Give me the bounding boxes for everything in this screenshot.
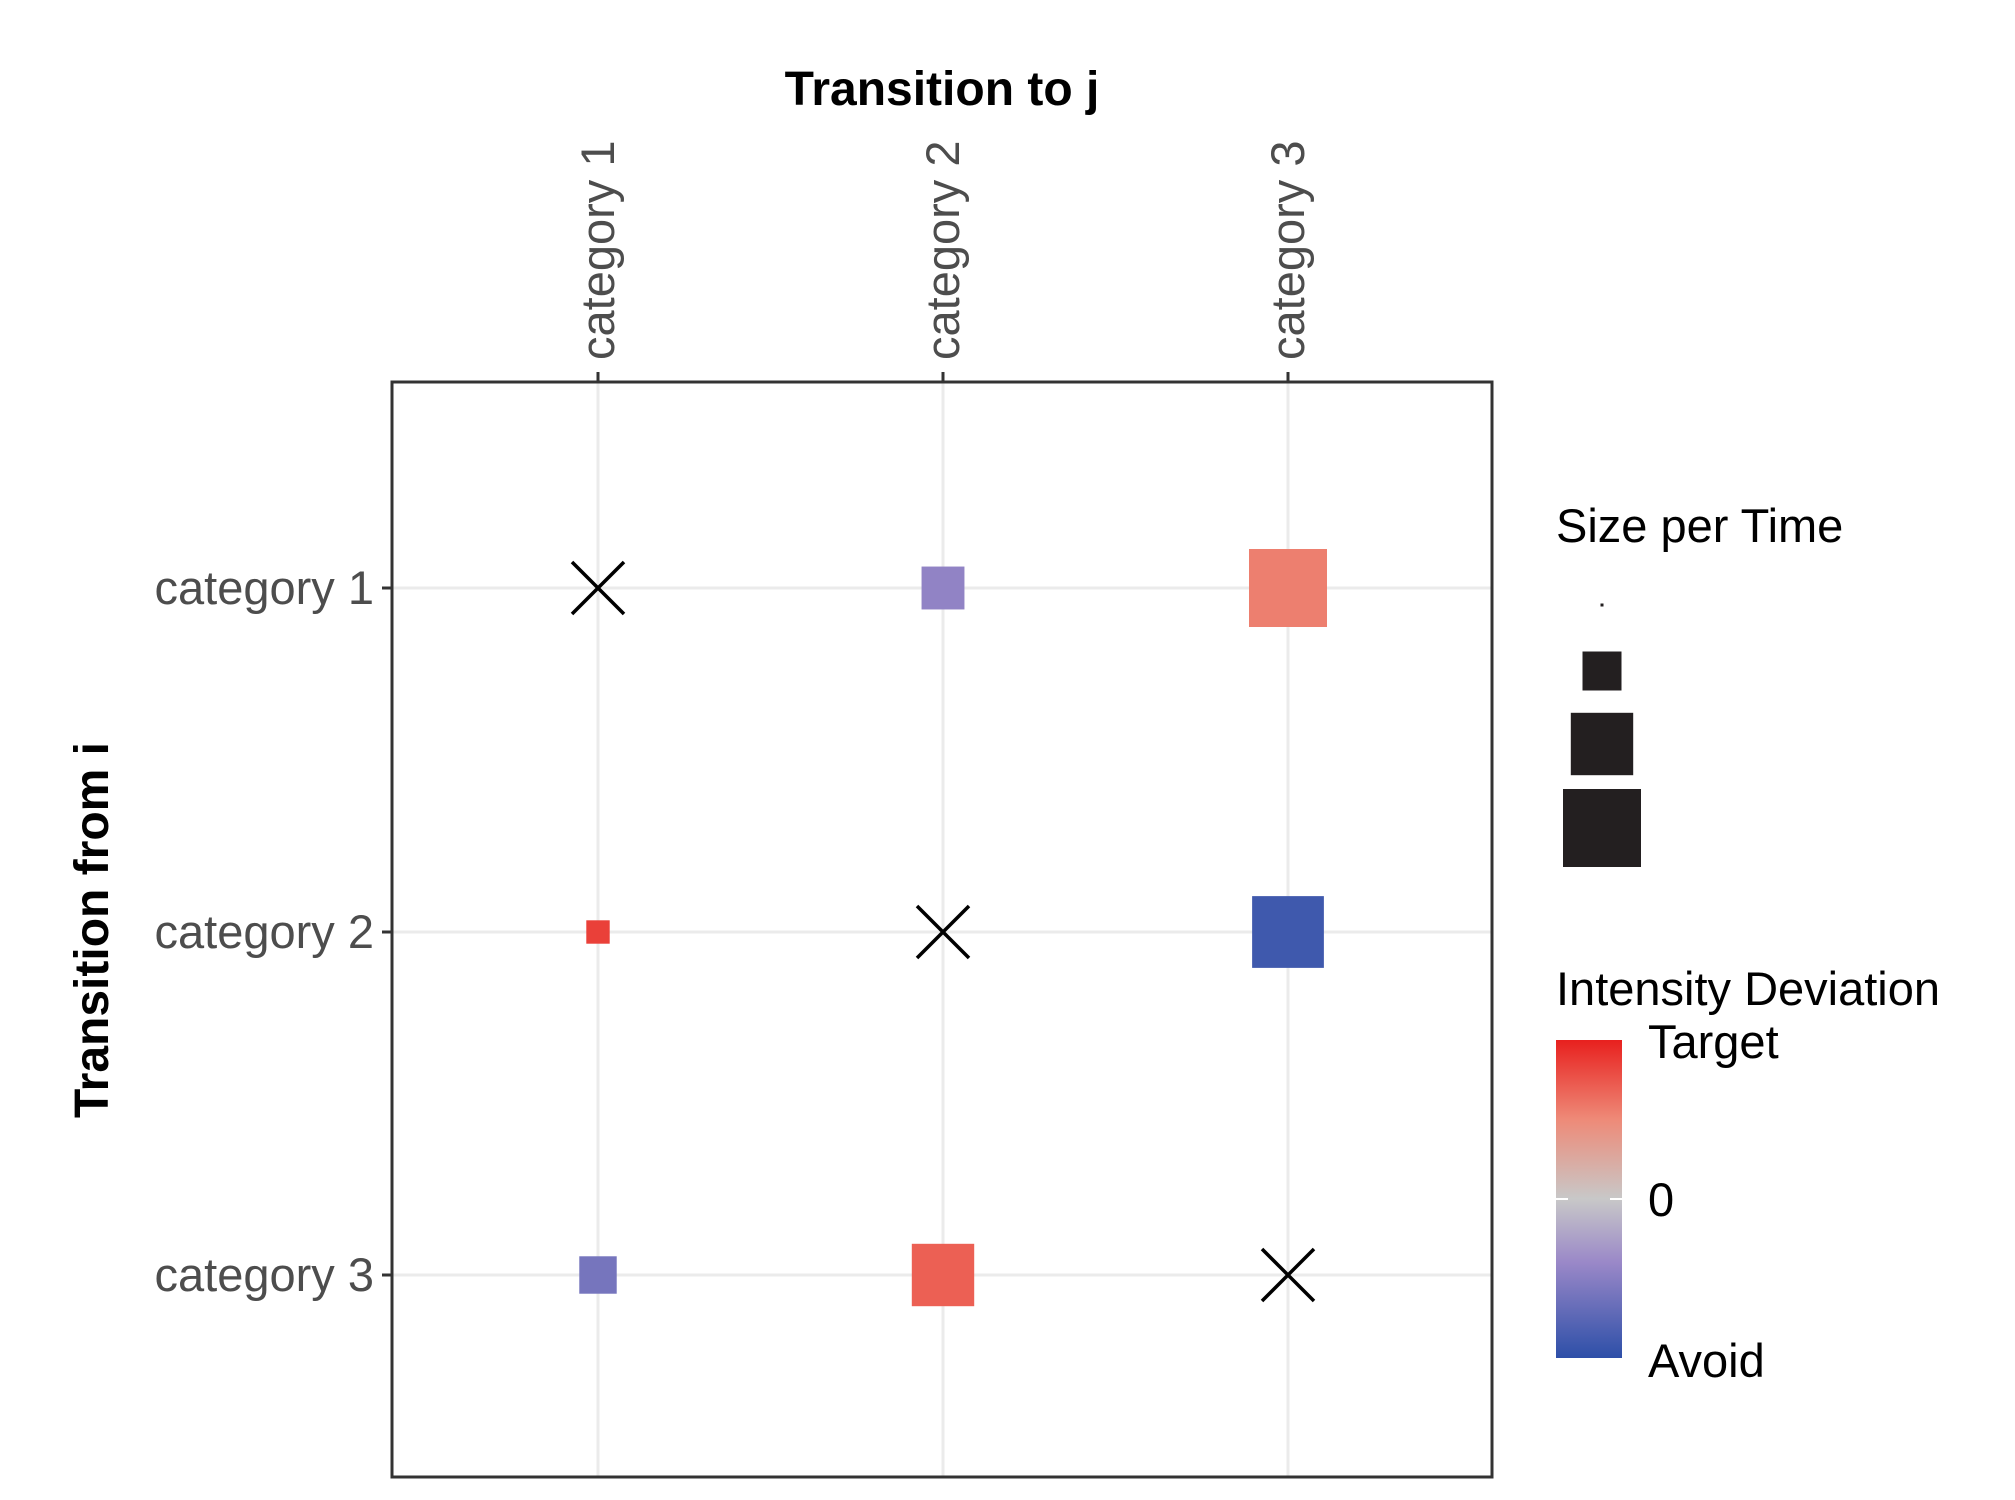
axis-ticks: [382, 372, 1290, 1277]
diagonal-cross-mark: [1260, 1247, 1316, 1303]
color-legend: Intensity Deviation Target 0 Avoid: [1556, 962, 1940, 1387]
cell-square: [1252, 896, 1324, 968]
size-legend-key: [1582, 651, 1622, 691]
y-tick-label: category 2: [155, 905, 374, 958]
y-tick-label: category 1: [155, 561, 374, 614]
size-legend-key: [1563, 789, 1641, 867]
cross-stroke: [915, 904, 971, 960]
cell-square: [921, 566, 965, 610]
color-legend-label-bottom: Avoid: [1648, 1334, 1765, 1387]
size-legend-title: Size per Time: [1556, 499, 1843, 552]
y-tick-labels: category 1 category 2 category 3: [155, 561, 374, 1301]
cross-stroke: [1260, 1247, 1316, 1303]
size-legend: Size per Time: [1556, 499, 1843, 867]
color-legend-label-top: Target: [1648, 1015, 1779, 1068]
color-legend-title: Intensity Deviation: [1556, 962, 1940, 1015]
x-axis-title: Transition to j: [785, 63, 1100, 116]
diagonal-cross-mark: [570, 560, 626, 616]
size-legend-key: [1600, 603, 1604, 607]
color-legend-label-mid: 0: [1648, 1173, 1674, 1226]
cell-square: [579, 1256, 617, 1294]
x-tick-label: category 1: [571, 141, 624, 360]
cell-marks: [570, 549, 1327, 1307]
y-axis-title: Transition from i: [66, 742, 119, 1118]
cell-square: [1249, 549, 1327, 627]
x-tick-label: category 2: [916, 141, 969, 360]
size-legend-key: [1570, 712, 1634, 776]
x-tick-label: category 3: [1261, 141, 1314, 360]
y-tick-label: category 3: [155, 1248, 374, 1301]
size-legend-keys: [1563, 603, 1641, 867]
cross-stroke: [570, 560, 626, 616]
cell-square: [586, 920, 610, 944]
cell-square: [911, 1243, 975, 1307]
diagonal-cross-mark: [915, 904, 971, 960]
x-tick-labels: category 1 category 2 category 3: [571, 141, 1314, 360]
plot-panel: [382, 372, 1494, 1479]
